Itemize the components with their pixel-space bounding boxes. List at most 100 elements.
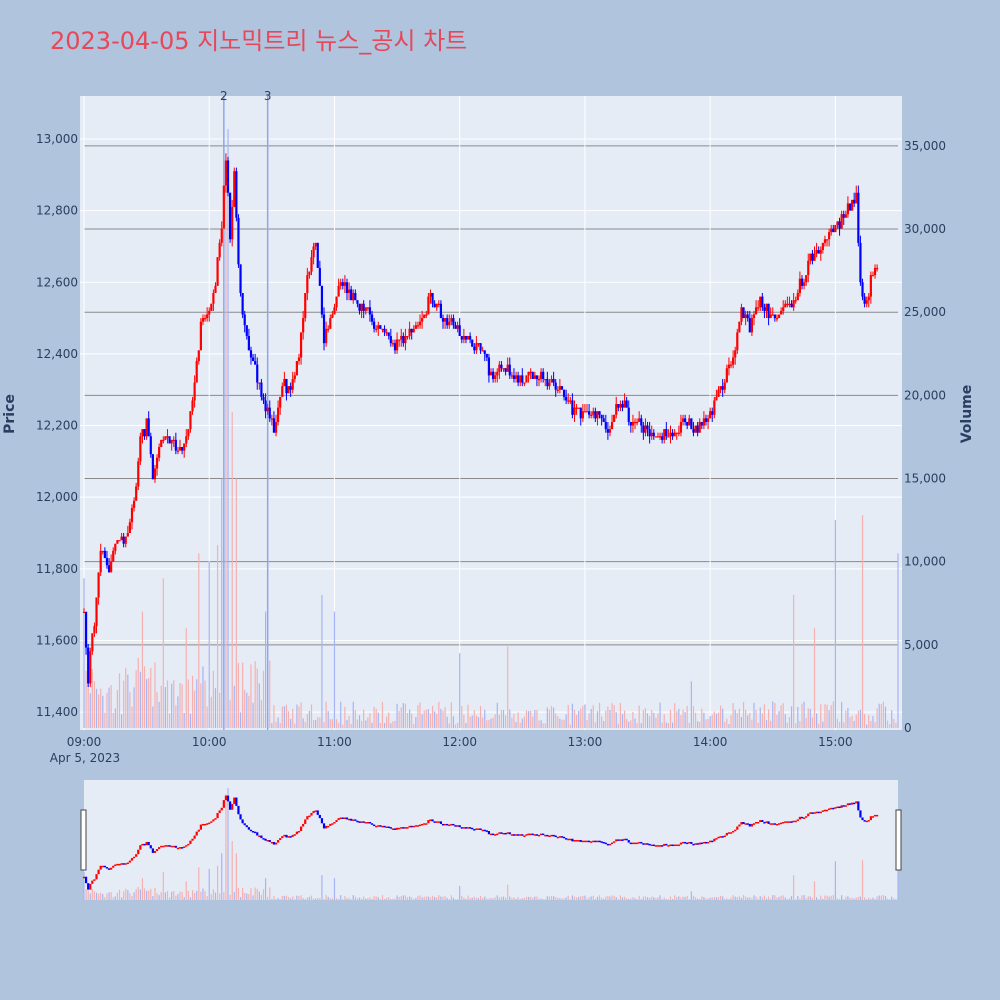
slider-volume-bar: [832, 895, 834, 900]
candle-body: [320, 285, 324, 315]
candle-body: [575, 407, 578, 409]
volume-bar: [154, 662, 156, 728]
slider-candle: [585, 840, 589, 843]
volume-bar: [699, 721, 701, 728]
slider-volume-bar: [582, 895, 584, 900]
slider-candle: [437, 821, 440, 823]
volume-bar: [123, 680, 125, 728]
candle-body: [483, 350, 486, 354]
slider-volume-bar: [553, 896, 555, 900]
slider-candle: [546, 834, 549, 837]
volume-bar: [173, 680, 175, 728]
volume-bar: [813, 628, 816, 728]
slider-volume-bar: [139, 889, 141, 900]
volume-bar: [417, 705, 419, 728]
slider-candle: [333, 822, 336, 824]
candle-body: [247, 335, 250, 351]
slider-candle: [304, 819, 307, 824]
slider-volume-bar: [770, 898, 772, 900]
slider-volume-bar: [694, 897, 697, 900]
slider-volume-bar: [496, 895, 498, 900]
candle-body: [830, 228, 833, 233]
candle-body: [688, 418, 691, 426]
slider-volume-bar: [459, 886, 461, 900]
slider-volume-bar: [836, 898, 839, 900]
slider-volume-bar: [707, 898, 709, 900]
candle-body: [128, 522, 132, 533]
volume-bar: [663, 714, 665, 728]
candle-body: [673, 432, 676, 437]
candle-body: [335, 296, 338, 308]
slider-candle: [596, 840, 599, 843]
slider-volume-bar: [206, 895, 208, 900]
slider-candle: [692, 843, 695, 846]
slider-volume-bar: [525, 896, 528, 900]
slider-volume-bar: [820, 895, 822, 900]
slider-volume-bar: [889, 899, 891, 900]
slider-candle: [147, 841, 150, 846]
slider-volume-bar: [649, 897, 651, 900]
slider-right-handle[interactable]: [895, 809, 902, 871]
slider-volume-bar: [532, 897, 534, 900]
slider-volume-bar: [423, 896, 425, 900]
candle-body: [471, 339, 474, 347]
slider-candle: [214, 818, 217, 820]
slider-candle: [277, 840, 280, 843]
slider-volume-bar: [563, 898, 565, 900]
slider-volume-bar: [882, 895, 884, 900]
slider-candle: [583, 840, 587, 843]
slider-volume-bar: [325, 895, 327, 900]
candle-body: [460, 335, 463, 340]
candle-body: [364, 307, 367, 311]
slider-candle: [249, 829, 253, 832]
slider-left-handle[interactable]: [80, 809, 87, 871]
slider-candle: [293, 834, 296, 836]
candle-body: [865, 300, 868, 304]
slider-volume-bar: [505, 897, 507, 900]
volume-bar: [486, 720, 488, 728]
candle-body: [356, 300, 359, 304]
slider-volume-bar: [619, 895, 622, 900]
volume-bar: [864, 713, 866, 728]
time-tick-label: 14:00: [693, 735, 728, 749]
candle-body: [807, 260, 810, 276]
slider-candle: [805, 816, 808, 818]
volume-bar: [770, 720, 772, 728]
volume-bar: [778, 711, 780, 728]
candle-body: [289, 386, 292, 390]
volume-bar: [204, 680, 206, 728]
slider-volume-bar: [717, 897, 720, 900]
volume-bar: [588, 713, 590, 728]
candle-body: [185, 436, 188, 444]
range-slider[interactable]: [84, 780, 898, 900]
slider-candle: [713, 838, 716, 842]
volume-bar: [386, 716, 388, 728]
slider-candle: [245, 825, 248, 828]
slider-volume-bar: [216, 865, 219, 900]
slider-volume-bar: [125, 888, 127, 900]
candle-body: [754, 307, 758, 315]
slider-candle: [686, 842, 689, 845]
slider-candle: [798, 816, 802, 820]
candle-body: [767, 303, 770, 319]
slider-candle: [813, 812, 816, 814]
volume-bar: [388, 712, 390, 728]
slider-volume-bar: [419, 895, 421, 900]
slider-candle: [368, 822, 372, 824]
candle-body: [264, 400, 267, 412]
slider-volume-bar: [859, 896, 862, 900]
slider-candle: [838, 806, 841, 809]
volume-bar: [653, 712, 655, 728]
candle-body: [610, 421, 614, 430]
volume-bar: [333, 611, 336, 728]
slider-volume-bar: [851, 897, 853, 900]
slider-candle: [247, 827, 250, 830]
volume-bar: [183, 712, 185, 728]
volume-bar: [200, 683, 202, 728]
candle-body: [283, 378, 286, 387]
slider-volume-bar: [559, 898, 561, 900]
slider-candle: [122, 863, 125, 865]
slider-volume-bar: [513, 897, 515, 900]
slider-candle: [517, 834, 520, 836]
candle-body: [379, 325, 382, 329]
